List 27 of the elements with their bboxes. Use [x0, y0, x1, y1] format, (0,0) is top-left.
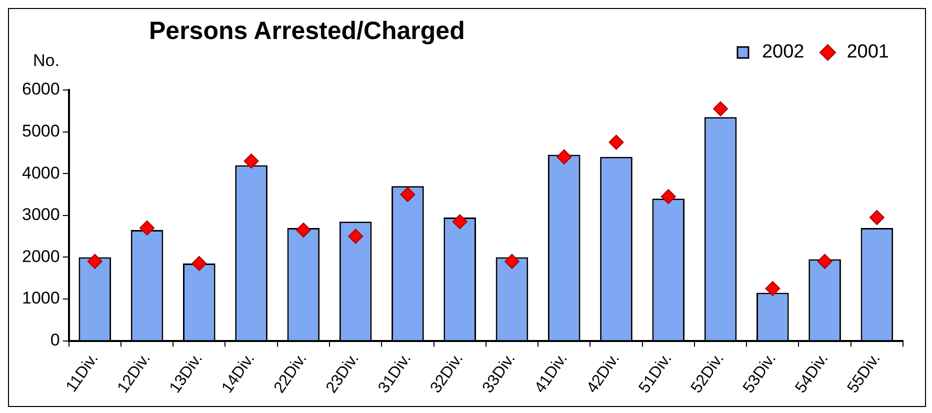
point [140, 220, 155, 236]
point [608, 134, 624, 150]
chart-title: Persons Arrested/Charged [149, 17, 465, 46]
legend-label: 2001 [846, 42, 890, 63]
y-tick-label: 2000 [22, 246, 60, 266]
point [192, 256, 207, 271]
legend-label: 2002 [762, 42, 804, 63]
point [869, 210, 884, 225]
point [556, 149, 572, 164]
point [765, 281, 780, 296]
y-tick-label: 1000 [22, 288, 60, 308]
point [713, 101, 728, 116]
point [348, 228, 364, 244]
point [296, 222, 311, 238]
point [244, 154, 259, 169]
y-axis-title: No. [33, 51, 60, 71]
point [452, 214, 468, 230]
point [660, 189, 676, 204]
y-tick-label: 0 [50, 330, 60, 350]
point [87, 254, 102, 269]
y-tick-label: 5000 [22, 121, 60, 140]
point [400, 187, 416, 202]
point [504, 254, 520, 269]
y-tick-label: 4000 [22, 163, 60, 182]
y-tick-label: 3000 [22, 205, 60, 224]
y-tick-label: 6000 [22, 80, 60, 99]
point [817, 254, 832, 269]
